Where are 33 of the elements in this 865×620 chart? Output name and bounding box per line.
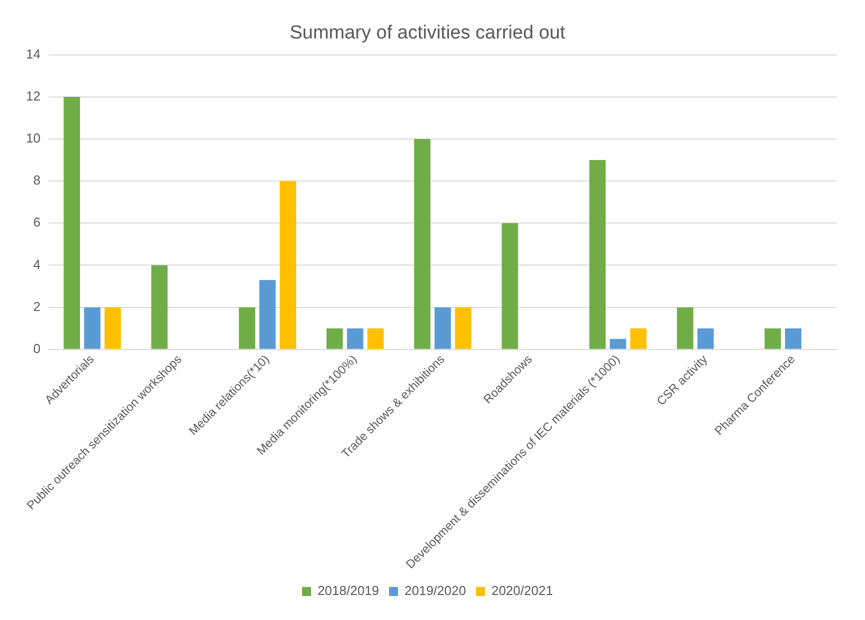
bar — [84, 307, 100, 349]
y-tick-label: 12 — [26, 88, 40, 104]
bar — [367, 328, 384, 349]
y-tick-label: 0 — [33, 341, 40, 356]
y-tick-label: 4 — [33, 256, 40, 272]
bar — [676, 307, 694, 349]
bar — [64, 96, 80, 349]
chart-title: Summary of activities carried out — [290, 22, 566, 44]
bar — [280, 181, 296, 349]
bar — [346, 328, 364, 349]
bar — [151, 265, 168, 349]
bar — [104, 307, 121, 349]
y-tick-label: 10 — [26, 130, 40, 146]
legend-label: 2018/2019 — [318, 583, 380, 598]
bar — [610, 338, 626, 349]
bar — [434, 307, 451, 349]
y-tick-label: 2 — [33, 298, 40, 314]
bar — [630, 328, 647, 349]
y-tick-label: 6 — [33, 214, 40, 230]
bar — [238, 307, 256, 349]
bar — [454, 307, 472, 349]
bar — [259, 280, 276, 349]
bar — [326, 328, 343, 349]
bar — [502, 223, 518, 349]
bar — [697, 328, 714, 349]
legend-label: 2019/2020 — [404, 583, 466, 598]
bar — [589, 160, 606, 349]
bar — [764, 328, 781, 349]
y-tick-label: 14 — [26, 46, 40, 62]
bar — [414, 138, 430, 349]
bar — [785, 328, 802, 349]
y-tick-label: 8 — [33, 172, 40, 188]
legend-label: 2020/2021 — [491, 583, 553, 598]
